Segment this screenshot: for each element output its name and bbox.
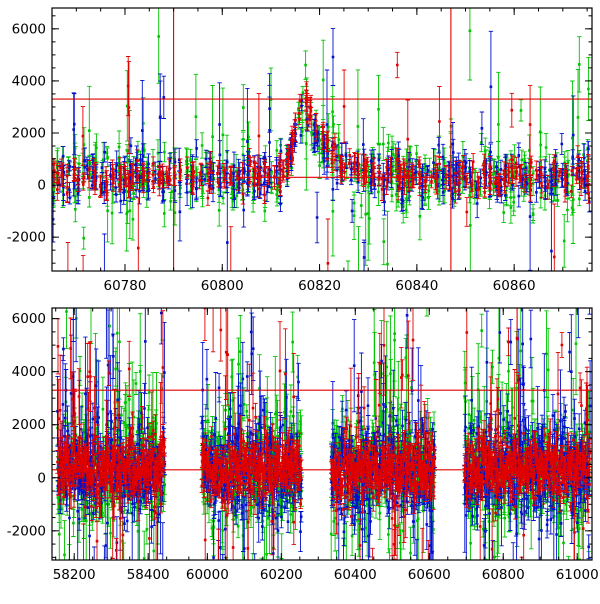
x-tick-label: 61000 [556, 567, 599, 583]
x-tick-label: 60200 [260, 567, 303, 583]
x-tick-label: 60800 [201, 278, 244, 294]
bottom-light-curve-data-layer [55, 308, 592, 560]
top-light-curve-ticks [51, 8, 592, 271]
bottom-light-curve-frame [51, 307, 593, 561]
top-light-curve-data-layer [52, 8, 592, 271]
y-tick-label: 2000 [12, 125, 46, 141]
x-tick-label: 60600 [408, 567, 451, 583]
x-tick-label: 58400 [127, 567, 170, 583]
y-tick-label: 4000 [12, 364, 46, 380]
bottom-light-curve-panel: 58200 58400 60000 60200 60400 60600 60800 61000… [7, 307, 599, 583]
bottom-light-curve-reference-lines [52, 389, 592, 471]
x-tick-label: 58200 [53, 567, 96, 583]
top-light-curve-reference-lines [52, 8, 592, 271]
x-tick-label: 60780 [103, 278, 146, 294]
bottom-light-curve-ticks [52, 308, 592, 560]
y-tick-label: 0 [37, 470, 46, 486]
y-tick-label: 6000 [12, 21, 46, 37]
y-tick-label: 0 [37, 178, 46, 194]
y-tick-label: 4000 [12, 73, 46, 89]
x-tick-label: 60800 [482, 567, 525, 583]
x-tick-label: 60400 [334, 567, 377, 583]
x-tick-label: 60000 [186, 567, 229, 583]
x-tick-label: 60860 [493, 278, 536, 294]
x-tick-label: 60820 [298, 278, 341, 294]
bottom-light-curve-tick-labels: 58200 58400 60000 60200 60400 60600 60800 61000… [7, 311, 599, 583]
y-tick-label: -2000 [7, 230, 46, 246]
top-light-curve-frame [51, 7, 593, 272]
y-tick-label: 2000 [12, 417, 46, 433]
y-tick-label: -2000 [7, 523, 46, 539]
top-light-curve-tick-labels: 60780 60800 60820 60840 60860 -2000 0 2000 4000 6… [7, 21, 536, 294]
x-tick-label: 60840 [395, 278, 438, 294]
y-tick-label: 6000 [12, 311, 46, 327]
top-light-curve-panel: 60780 60800 60820 60840 60860 -2000 0 2000 4000 6… [7, 7, 593, 294]
